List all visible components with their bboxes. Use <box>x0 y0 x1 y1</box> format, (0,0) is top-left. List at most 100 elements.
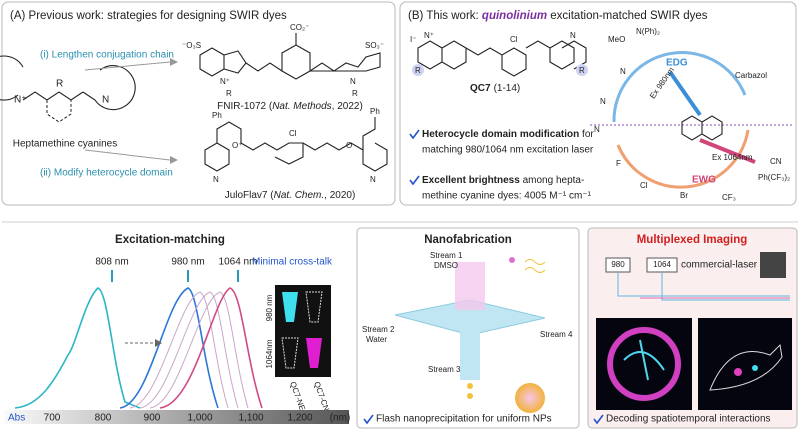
spectrum-curve <box>129 291 229 409</box>
tick-label: 1,000 <box>187 413 212 424</box>
laser-note: commercial-laser <box>681 260 758 271</box>
axis-label: Abs <box>8 413 25 424</box>
atom-label: N <box>350 77 356 86</box>
r-group <box>576 64 588 76</box>
edg-label: EDG <box>666 58 688 69</box>
title-highlight: quinolinium <box>482 10 547 22</box>
panel-title: (B) This work: quinolinium excitation-ma… <box>408 10 708 22</box>
inset-col-label: QC7-CN <box>312 380 331 412</box>
journal: Nat. Methods <box>272 101 331 112</box>
bullet-rest: for <box>579 129 594 140</box>
compound-name: QC7 <box>470 83 491 94</box>
panel-title: Excitation-matching <box>115 234 225 246</box>
atom-label: Ph <box>212 111 222 120</box>
panel-title: (A) Previous work: strategies for design… <box>10 10 287 22</box>
atom-label: R <box>352 89 358 98</box>
fnir-structure <box>199 33 381 80</box>
tube <box>305 291 323 323</box>
laser-beam <box>668 70 702 117</box>
caption: Decoding spatiotemporal interactions <box>606 414 771 425</box>
scaffold-ring <box>46 100 72 123</box>
np <box>467 383 473 389</box>
atom-label: O⁺ <box>232 141 242 150</box>
spectrum-curve <box>159 287 263 409</box>
nanoparticle <box>515 383 545 413</box>
atom-label: N⁺ <box>424 31 434 40</box>
atom-label: N⁺ <box>220 77 230 86</box>
polymer <box>524 259 546 273</box>
spectrum-curve <box>149 291 249 409</box>
atom-label: ⁻O₃S <box>182 41 201 50</box>
mouse-outline <box>709 343 783 391</box>
atom-label: N <box>213 175 219 184</box>
bullet-text: methine cyanine dyes: 4005 M⁻¹ cm⁻¹ <box>422 191 592 202</box>
qc7-structure <box>417 40 587 77</box>
tick-label: 800 <box>95 413 112 424</box>
ewg-group: CF₃ <box>722 193 736 202</box>
spectrum-curve <box>14 287 141 409</box>
atom-label: R <box>415 66 421 75</box>
edg-group: N(Ph)₂ <box>636 27 660 36</box>
inset-row-label: 1064nm <box>265 339 274 368</box>
ewg-group: Ph(CF₃)₂ <box>758 173 790 182</box>
check-icon <box>363 414 374 425</box>
year: , 2020) <box>324 190 355 201</box>
atom-label: CO₂⁻ <box>290 23 309 32</box>
journal: Nat. Chem. <box>274 190 325 201</box>
note: Minimal cross-talk <box>252 257 333 268</box>
panel-title: Multiplexed Imaging <box>637 234 748 246</box>
bullet-bold: Excellent brightness <box>422 175 520 186</box>
edg-group: N <box>594 125 600 134</box>
arrow-head <box>155 339 162 347</box>
atom-label: SO₃⁻ <box>365 41 384 50</box>
tube <box>306 338 322 368</box>
outlet <box>460 330 480 380</box>
bullet-text: Heterocycle domain modification for <box>422 129 594 140</box>
laser-label: 980 <box>611 260 625 269</box>
atom-label: N <box>370 175 376 184</box>
spectrum-curve <box>119 287 219 409</box>
stream-label: Stream 1 <box>430 251 463 260</box>
ex-label: Ex 1064nm <box>712 153 753 162</box>
scaffold-structure <box>0 55 136 111</box>
dye <box>509 257 515 263</box>
check-icon <box>409 129 420 186</box>
stream-label: Water <box>366 335 387 344</box>
bullet-bold: Heterocycle domain modification <box>422 129 579 140</box>
beam <box>617 272 790 301</box>
edg-group: N <box>620 67 626 76</box>
laser-label: 1064 nm <box>219 257 258 268</box>
edg-group: Carbazol <box>735 71 767 80</box>
atom-label: R <box>56 79 63 90</box>
ewg-label: EWG <box>692 175 716 186</box>
atom-label: Ph <box>370 107 380 116</box>
camera <box>760 252 786 278</box>
route-label: (ii) Modify heterocycle domain <box>40 168 173 179</box>
route-label: (i) Lengthen conjugation chain <box>40 50 174 61</box>
dye-label: JuloFlav7 (Nat. Chem., 2020) <box>225 190 356 201</box>
signal <box>623 339 665 381</box>
bullet-text: Excellent brightness among hepta- <box>422 175 584 186</box>
tick-label: 700 <box>44 413 61 424</box>
np <box>467 393 473 399</box>
spectrum-curve <box>139 291 239 409</box>
stream-label: Stream 2 <box>362 325 395 334</box>
scaffold-label: Heptamethine cyanines <box>13 139 118 150</box>
inset-row-label: 980 nm <box>265 294 274 321</box>
stream-label: DMSO <box>434 261 458 270</box>
atom-label: Cl <box>510 35 518 44</box>
laser-label: 980 nm <box>171 257 204 268</box>
laser-label: 808 nm <box>95 257 128 268</box>
atom-label: N⁺ <box>14 95 27 106</box>
compound-label: QC7 (1-14) <box>470 83 520 94</box>
atom-label: N <box>570 31 576 40</box>
atom-label: N <box>102 95 109 106</box>
title-part: (B) This work: <box>408 10 482 22</box>
tick-label: (nm) <box>330 413 351 424</box>
signal <box>734 368 742 376</box>
check-icon <box>593 414 604 425</box>
title-part: excitation-matched SWIR dyes <box>547 10 708 22</box>
juloflav-structure <box>204 117 388 172</box>
